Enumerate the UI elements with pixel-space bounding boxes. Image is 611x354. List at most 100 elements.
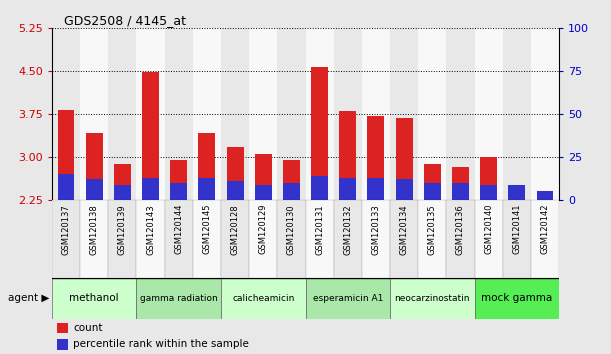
Bar xyxy=(164,200,193,278)
Bar xyxy=(86,133,103,200)
Text: GSM120138: GSM120138 xyxy=(90,204,99,255)
Bar xyxy=(390,28,418,200)
Text: neocarzinostatin: neocarzinostatin xyxy=(395,294,470,303)
Text: GSM120141: GSM120141 xyxy=(512,204,521,255)
Bar xyxy=(193,200,221,278)
Bar xyxy=(108,200,136,278)
Bar xyxy=(362,200,390,278)
Bar xyxy=(390,200,418,278)
Text: GDS2508 / 4145_at: GDS2508 / 4145_at xyxy=(64,13,186,27)
Text: esperamicin A1: esperamicin A1 xyxy=(313,294,383,303)
Bar xyxy=(170,160,187,200)
Bar xyxy=(339,178,356,200)
Bar xyxy=(362,28,390,200)
Bar xyxy=(277,28,306,200)
Bar xyxy=(396,118,412,200)
Bar xyxy=(277,200,306,278)
Bar xyxy=(255,154,272,200)
Bar xyxy=(475,278,559,319)
Text: GSM120139: GSM120139 xyxy=(118,204,127,255)
Bar xyxy=(531,200,559,278)
Bar xyxy=(447,28,475,200)
Bar xyxy=(418,200,447,278)
Text: gamma radiation: gamma radiation xyxy=(140,294,218,303)
Bar xyxy=(57,323,68,333)
Text: GSM120130: GSM120130 xyxy=(287,204,296,255)
Bar xyxy=(136,278,221,319)
Bar xyxy=(452,167,469,200)
Bar xyxy=(396,179,412,200)
Bar xyxy=(199,133,215,200)
Bar xyxy=(283,183,300,200)
Bar xyxy=(227,147,244,200)
Bar xyxy=(80,28,108,200)
Bar xyxy=(80,200,108,278)
Bar xyxy=(334,200,362,278)
Bar xyxy=(199,178,215,200)
Bar xyxy=(508,193,525,200)
Bar xyxy=(221,200,249,278)
Text: GSM120143: GSM120143 xyxy=(146,204,155,255)
Bar xyxy=(52,200,80,278)
Bar xyxy=(367,116,384,200)
Text: agent ▶: agent ▶ xyxy=(7,293,49,303)
Bar xyxy=(311,67,328,200)
Text: GSM120145: GSM120145 xyxy=(202,204,211,255)
Text: GSM120140: GSM120140 xyxy=(484,204,493,255)
Bar xyxy=(503,200,531,278)
Bar xyxy=(480,184,497,200)
Bar xyxy=(221,278,306,319)
Text: GSM120137: GSM120137 xyxy=(62,204,70,255)
Text: GSM120133: GSM120133 xyxy=(371,204,381,255)
Text: GSM120134: GSM120134 xyxy=(400,204,409,255)
Bar xyxy=(508,184,525,200)
Bar xyxy=(306,278,390,319)
Bar xyxy=(57,174,75,200)
Text: GSM120142: GSM120142 xyxy=(541,204,549,255)
Bar xyxy=(536,192,554,200)
Bar xyxy=(390,278,475,319)
Bar xyxy=(306,200,334,278)
Bar xyxy=(249,28,277,200)
Bar xyxy=(86,179,103,200)
Text: GSM120131: GSM120131 xyxy=(315,204,324,255)
Bar xyxy=(452,183,469,200)
Bar xyxy=(136,200,164,278)
Bar xyxy=(418,28,447,200)
Bar xyxy=(164,28,193,200)
Bar xyxy=(424,183,441,200)
Text: GSM120135: GSM120135 xyxy=(428,204,437,255)
Bar xyxy=(170,183,187,200)
Bar xyxy=(334,28,362,200)
Text: GSM120128: GSM120128 xyxy=(230,204,240,255)
Bar xyxy=(221,28,249,200)
Bar xyxy=(306,28,334,200)
Bar xyxy=(447,200,475,278)
Bar xyxy=(536,193,554,200)
Text: GSM120136: GSM120136 xyxy=(456,204,465,255)
Text: percentile rank within the sample: percentile rank within the sample xyxy=(73,339,249,349)
Bar xyxy=(367,178,384,200)
Bar xyxy=(52,278,136,319)
Bar xyxy=(114,164,131,200)
Text: GSM120129: GSM120129 xyxy=(258,204,268,255)
Text: count: count xyxy=(73,323,103,333)
Bar xyxy=(57,339,68,350)
Bar xyxy=(136,28,164,200)
Bar xyxy=(311,176,328,200)
Text: mock gamma: mock gamma xyxy=(481,293,552,303)
Bar xyxy=(114,184,131,200)
Bar xyxy=(142,72,159,200)
Text: methanol: methanol xyxy=(70,293,119,303)
Bar xyxy=(480,157,497,200)
Bar xyxy=(255,184,272,200)
Bar xyxy=(424,164,441,200)
Bar xyxy=(283,160,300,200)
Text: GSM120132: GSM120132 xyxy=(343,204,353,255)
Text: GSM120144: GSM120144 xyxy=(174,204,183,255)
Bar xyxy=(503,28,531,200)
Bar xyxy=(142,178,159,200)
Bar xyxy=(531,28,559,200)
Bar xyxy=(339,111,356,200)
Bar xyxy=(52,28,80,200)
